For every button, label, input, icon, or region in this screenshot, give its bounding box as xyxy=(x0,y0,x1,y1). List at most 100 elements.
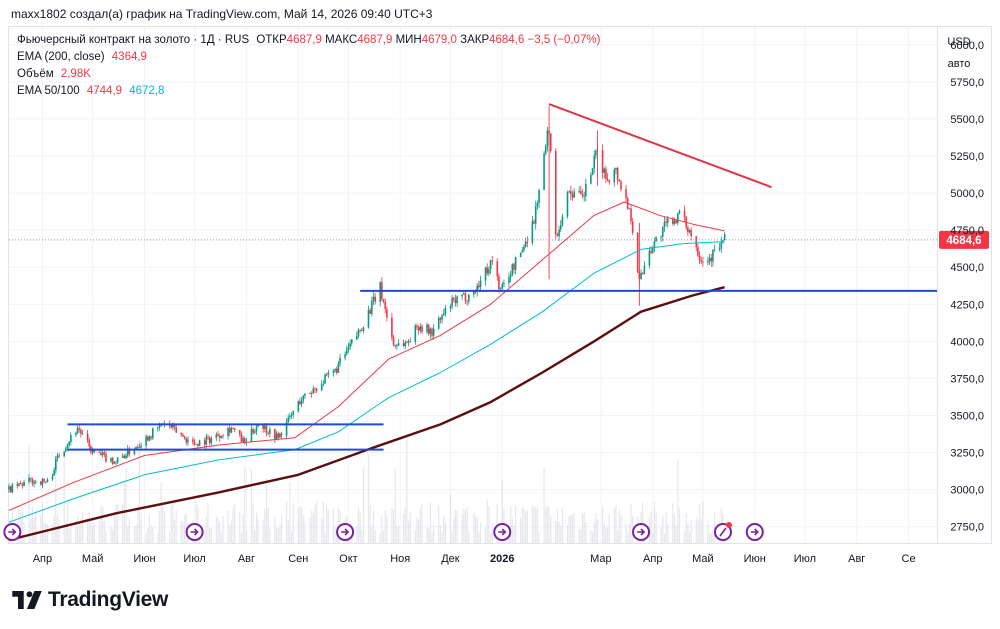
volume-bar xyxy=(464,510,467,543)
candle-body xyxy=(242,438,244,442)
volume-bar xyxy=(578,528,580,543)
volume-bar xyxy=(560,525,562,543)
x-tick-label: Дек xyxy=(441,553,460,565)
event-marker[interactable] xyxy=(745,523,764,541)
candle-body xyxy=(126,448,129,456)
candle-body xyxy=(287,417,290,422)
ema200-legend[interactable]: EMA (200, close) 4364,9 xyxy=(17,51,147,63)
volume-bar xyxy=(392,509,395,543)
candle-body xyxy=(580,191,582,194)
candle-body xyxy=(708,257,711,261)
volume-bar xyxy=(232,508,234,543)
volume-bar xyxy=(21,507,23,543)
symbol-name[interactable]: Фьючерсный контракт на золото · 1Д · RUS xyxy=(17,34,250,46)
volume-legend[interactable]: Объём 2,98K xyxy=(17,68,91,80)
candle-body xyxy=(357,329,360,337)
y-tick-label: 5500,0 xyxy=(950,114,984,126)
candle-body xyxy=(151,428,154,439)
x-tick-label: Июн xyxy=(133,553,155,565)
volume-bar xyxy=(122,504,124,543)
volume-bar xyxy=(421,504,423,543)
volume-bar xyxy=(581,513,584,543)
candle-body xyxy=(643,265,646,274)
volume-bar xyxy=(357,506,360,543)
chart-pane[interactable] xyxy=(8,26,938,544)
ema50-value: 4744,9 xyxy=(86,85,123,97)
volume-bar xyxy=(700,518,702,543)
event-marker[interactable] xyxy=(493,523,512,541)
volume-bar xyxy=(140,512,142,543)
volume-bar xyxy=(113,514,115,543)
volume-bar xyxy=(418,519,420,543)
volume-bar xyxy=(473,512,475,543)
candle-body xyxy=(182,434,184,437)
volume-bar xyxy=(371,527,373,543)
candle-body xyxy=(101,452,104,456)
volume-bar xyxy=(515,505,517,543)
volume-bar xyxy=(438,505,440,543)
scale-mode-button[interactable]: авто xyxy=(947,58,971,70)
volume-bar xyxy=(324,531,326,543)
candle-body xyxy=(660,236,662,238)
candle-body xyxy=(302,395,305,401)
candle-body xyxy=(81,433,84,435)
candle-body xyxy=(698,255,701,261)
currency-button[interactable]: USD xyxy=(947,36,971,48)
volume-bar xyxy=(78,526,80,543)
event-marker[interactable] xyxy=(336,523,355,541)
event-marker[interactable] xyxy=(3,523,22,541)
candle-body xyxy=(51,475,54,480)
event-marker[interactable] xyxy=(185,523,204,541)
volume-bar xyxy=(449,494,452,543)
candle-body xyxy=(345,349,348,355)
candle-body xyxy=(620,181,622,190)
candle-body xyxy=(350,339,353,344)
event-marker[interactable] xyxy=(632,523,651,541)
candle-body xyxy=(463,293,465,295)
candle-body xyxy=(407,341,410,343)
candle-body xyxy=(416,325,418,328)
volume-bar xyxy=(68,528,70,543)
candle-body xyxy=(486,267,489,274)
volume-bar xyxy=(183,515,186,543)
candle-body xyxy=(349,343,351,347)
candle-body xyxy=(549,133,552,151)
candle-body xyxy=(252,429,254,433)
volume-bar xyxy=(451,530,453,543)
y-tick-label: 3500,0 xyxy=(950,410,984,422)
candle-body xyxy=(421,326,423,332)
candle-body xyxy=(499,288,502,290)
close-value: 4684,6 xyxy=(489,34,525,46)
volume-bar xyxy=(712,530,714,543)
event-marker-today[interactable] xyxy=(713,522,732,541)
candle-body xyxy=(11,484,14,493)
volume-bar xyxy=(443,515,445,543)
candle-body xyxy=(613,169,616,183)
x-tick-label: Май xyxy=(692,553,714,565)
volume-bar xyxy=(511,518,513,543)
volume-series xyxy=(8,437,726,543)
volume-bar xyxy=(620,514,622,543)
candle-body xyxy=(310,393,313,394)
volume-bar xyxy=(76,516,79,543)
price-scale-pane[interactable] xyxy=(938,26,992,544)
candle-body xyxy=(641,273,644,274)
ema-50-100-legend[interactable]: EMA 50/100 4744,9 4672,8 xyxy=(17,85,164,97)
tradingview-logo[interactable]: TradingView xyxy=(12,588,168,612)
candle-body xyxy=(454,299,457,304)
candle-body xyxy=(478,285,480,288)
volume-bar xyxy=(321,517,323,543)
volume-bar xyxy=(250,469,253,543)
candle-body xyxy=(591,168,594,176)
volume-bar xyxy=(520,517,522,543)
candle-body xyxy=(386,309,388,318)
candle-body xyxy=(489,260,492,270)
candle-body xyxy=(91,450,94,453)
volume-bar xyxy=(209,527,211,543)
last-price-tag xyxy=(939,230,989,249)
volume-bar xyxy=(454,509,457,543)
volume-bar xyxy=(690,519,692,543)
candle-body xyxy=(78,428,81,430)
candle-body xyxy=(702,261,704,263)
brand-name: TradingView xyxy=(48,588,169,611)
